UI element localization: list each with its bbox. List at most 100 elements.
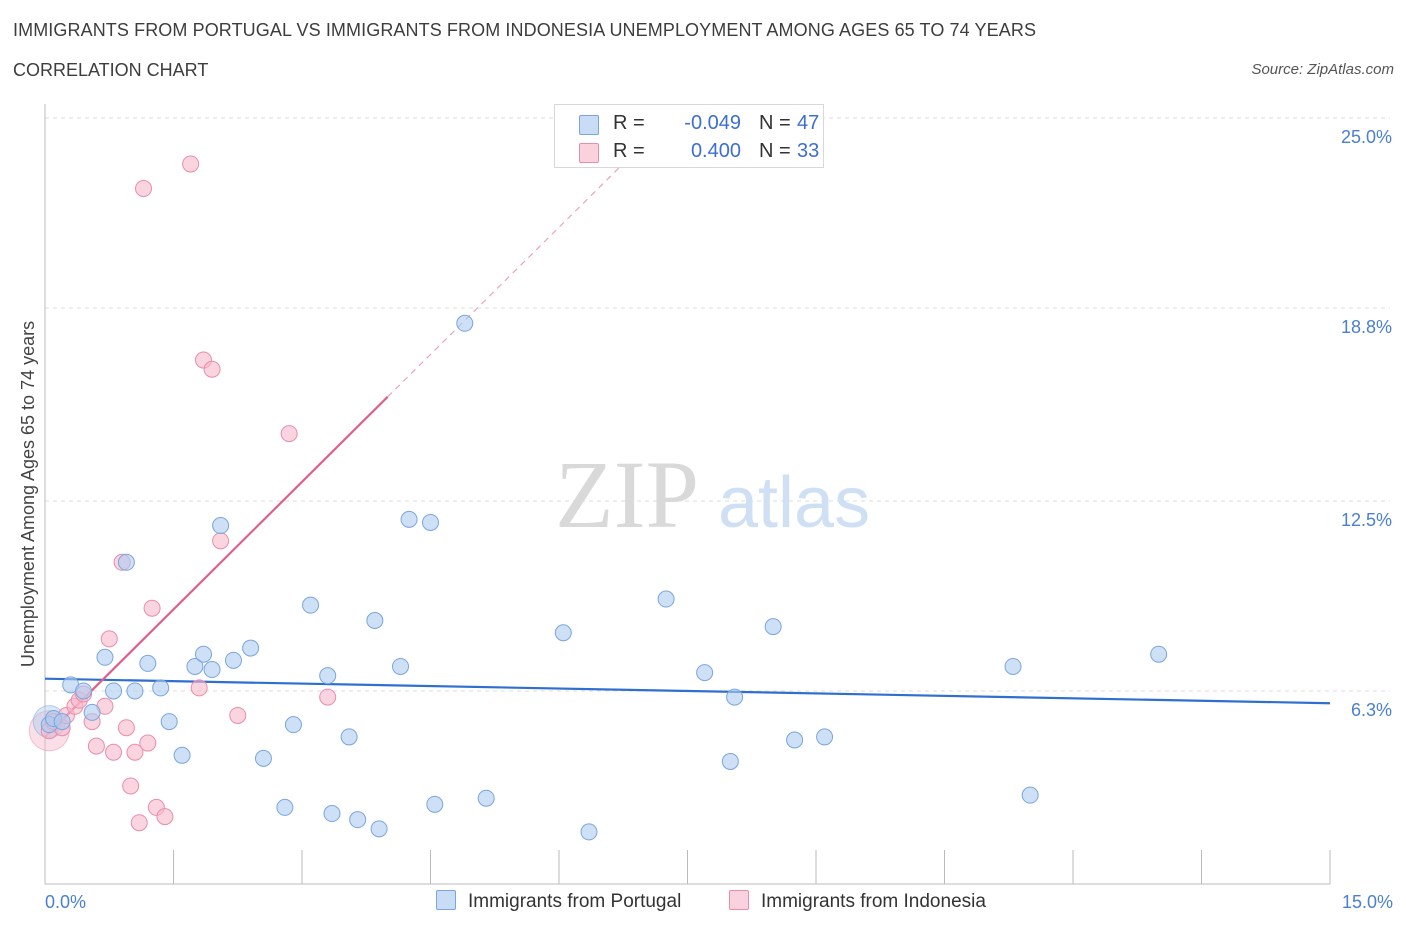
point-portugal	[392, 657, 410, 675]
axes	[44, 104, 1331, 885]
point-portugal	[203, 661, 221, 679]
point-indonesia	[280, 425, 298, 443]
point-portugal	[1021, 786, 1039, 804]
point-portugal	[726, 688, 744, 706]
point-portugal	[242, 639, 260, 657]
point-portugal	[349, 811, 367, 829]
point-indonesia	[130, 814, 148, 832]
legend-n-value: 47	[797, 112, 820, 134]
point-portugal	[696, 664, 714, 682]
point-portugal	[366, 611, 384, 629]
point-indonesia	[203, 360, 221, 378]
point-portugal	[764, 618, 782, 636]
point-portugal	[53, 713, 71, 731]
series-legend-indonesia: Immigrants from Indonesia	[729, 890, 986, 913]
point-indonesia	[319, 688, 337, 706]
point-portugal	[580, 823, 598, 841]
stats-legend: R = -0.049 N = 47 R = 0.400 N = 33	[554, 104, 824, 168]
y-tick-label: 25.0%	[1341, 127, 1392, 147]
trend-line-indonesia	[44, 396, 389, 738]
legend-r-label: R =	[613, 140, 645, 162]
legend-n-value: 33	[797, 140, 820, 162]
point-indonesia	[126, 743, 144, 761]
point-portugal	[400, 510, 418, 528]
trend-line-portugal	[44, 677, 1331, 705]
legend-n-label: N =	[759, 112, 791, 134]
point-portugal	[554, 624, 572, 642]
point-indonesia	[182, 155, 200, 173]
point-portugal	[456, 314, 474, 332]
legend-r-value: -0.049	[684, 112, 741, 134]
legend-swatch-portugal	[579, 115, 599, 135]
chart-title: IMMIGRANTS FROM PORTUGAL VS IMMIGRANTS F…	[13, 20, 1037, 40]
point-portugal	[302, 596, 320, 614]
x-tick-label: 15.0%	[1342, 892, 1393, 912]
point-portugal	[816, 728, 834, 746]
point-portugal	[340, 728, 358, 746]
y-tick-label: 6.3%	[1351, 700, 1392, 720]
legend-r-label: R =	[613, 112, 645, 134]
y-tick-label: 12.5%	[1341, 510, 1392, 530]
point-indonesia	[139, 734, 157, 752]
chart-subtitle: CORRELATION CHART	[13, 60, 209, 80]
point-portugal	[212, 517, 230, 535]
point-portugal	[319, 667, 337, 685]
point-portugal	[323, 805, 341, 823]
point-portugal	[370, 820, 388, 838]
axis-labels: 6.3% 12.5% 18.8% 25.0% 0.0% 15.0% Unemployment…	[18, 127, 1393, 912]
y-tick-label: 18.8%	[1341, 317, 1392, 337]
watermark-zip: ZIP	[555, 441, 699, 548]
trend-lines	[44, 142, 1331, 738]
point-portugal	[194, 645, 212, 663]
point-portugal	[276, 798, 294, 816]
series-swatch-indonesia	[729, 890, 749, 910]
point-indonesia	[100, 630, 118, 648]
point-indonesia	[122, 777, 140, 795]
series-label-indonesia: Immigrants from Indonesia	[761, 891, 986, 912]
point-portugal	[422, 513, 439, 531]
point-indonesia	[229, 706, 247, 724]
point-portugal	[186, 657, 204, 675]
point-portugal	[173, 746, 191, 764]
point-portugal	[477, 789, 495, 807]
point-portugal	[224, 651, 242, 669]
point-indonesia	[143, 599, 161, 617]
trend-extension-indonesia	[387, 142, 646, 398]
point-portugal	[1150, 645, 1168, 663]
point-indonesia	[117, 719, 135, 737]
watermark: ZIP atlas	[555, 441, 870, 548]
point-portugal	[721, 752, 739, 770]
point-indonesia	[135, 179, 153, 197]
legend-n-label: N =	[759, 140, 791, 162]
grid-lines	[45, 117, 1390, 692]
point-portugal	[105, 682, 123, 700]
series-swatch-portugal	[436, 890, 456, 910]
point-indonesia	[190, 679, 208, 697]
point-portugal	[75, 682, 93, 700]
point-portugal	[160, 713, 178, 731]
point-indonesia	[105, 743, 123, 761]
series-legend-portugal: Immigrants from Portugal	[436, 890, 681, 913]
point-indonesia	[156, 808, 174, 826]
y-axis-label: Unemployment Among Ages 65 to 74 years	[18, 321, 38, 667]
point-portugal	[96, 648, 114, 666]
data-points	[28, 155, 1168, 841]
watermark-atlas: atlas	[718, 463, 870, 543]
source-credit: Source: ZipAtlas.com	[1251, 61, 1394, 78]
point-portugal	[126, 682, 144, 700]
legend-r-value: 0.400	[690, 140, 741, 162]
point-portugal	[1004, 657, 1022, 675]
point-portugal	[786, 731, 804, 749]
point-portugal	[152, 679, 170, 697]
point-indonesia	[87, 737, 105, 755]
point-portugal	[657, 590, 675, 608]
point-portugal	[426, 795, 444, 813]
point-portugal	[83, 703, 101, 721]
point-portugal	[117, 553, 135, 571]
point-portugal	[254, 749, 272, 767]
point-portugal	[284, 716, 302, 734]
series-label-portugal: Immigrants from Portugal	[468, 891, 682, 912]
x-tick-label: 0.0%	[45, 892, 86, 912]
point-portugal	[139, 654, 157, 672]
